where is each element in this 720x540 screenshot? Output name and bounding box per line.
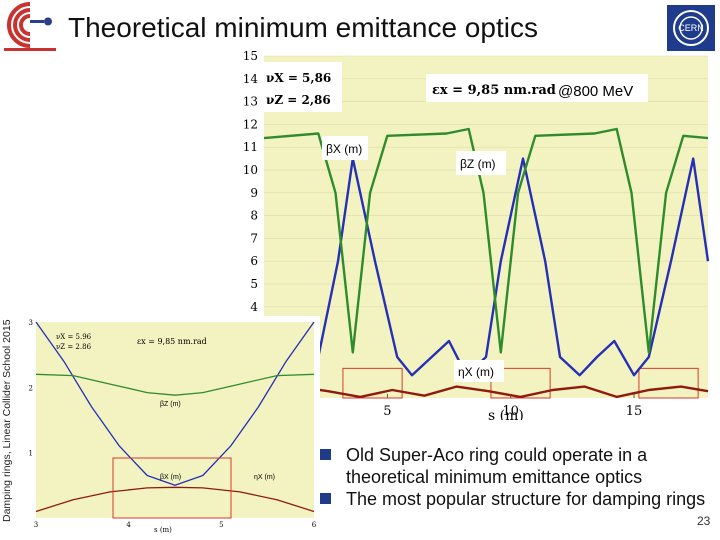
main-y-tick-label: 8 — [250, 209, 258, 223]
beta-z-label-box — [456, 151, 506, 175]
svg-text:CERN: CERN — [678, 23, 704, 33]
cern-logo-icon: CERN — [667, 5, 715, 51]
inset-x-tick-label: 5 — [219, 521, 223, 529]
inset-x-axis-label: s (m) — [154, 526, 172, 534]
inset-beta-z-label: βZ (m) — [160, 401, 181, 408]
page-number: 23 — [697, 514, 711, 528]
main-y-tick-label: 14 — [243, 72, 259, 86]
energy-label: @800 MeV — [558, 83, 633, 100]
main-x-tick-label: 15 — [626, 404, 643, 419]
main-region-marker — [342, 367, 403, 399]
main-y-tick-label: 9 — [250, 186, 258, 200]
main-x-tick-label: 5 — [383, 404, 391, 419]
side-footer-text: Damping rings, Linear Collider School 20… — [1, 319, 13, 522]
main-region-marker — [638, 367, 699, 399]
bullet-text: The most popular structure for damping r… — [346, 489, 706, 509]
emittance-box — [426, 74, 648, 102]
page-title: Theoretical minimum emittance optics — [68, 12, 538, 43]
main-y-tick-label: 11 — [243, 140, 258, 154]
inset-x-tick-label: 4 — [126, 521, 131, 529]
tune-x-label: νX = 5,86 — [266, 71, 331, 85]
main-optics-chart: 4 5 6 7 8 9 10 11 12 13 14 15 5 10 15 νX = 5,86 νZ = … — [243, 50, 710, 420]
bullet-text: Old Super-Aco ring could operate in a th… — [346, 445, 648, 487]
inset-beta-x-label: βX (m) — [160, 474, 181, 481]
main-eta-x-line — [263, 385, 709, 399]
main-y-tick-label: 4 — [250, 300, 258, 314]
inset-beta-x-line — [35, 321, 315, 486]
beta-x-label: βX (m) — [326, 142, 362, 156]
main-x-tick-label: 10 — [502, 404, 519, 419]
inset-x-tick-label: 6 — [312, 521, 317, 529]
tune-z-label: νZ = 2,86 — [266, 93, 331, 107]
main-x-axis-label: s (m) — [488, 408, 524, 420]
inset-region-marker — [112, 457, 232, 519]
bullet-square-icon — [320, 449, 331, 460]
emittance-label: εx = 9,85 nm.rad — [432, 83, 556, 98]
bullet-list: Old Super-Aco ring could operate in a th… — [320, 444, 710, 510]
main-y-tick-label: 15 — [243, 50, 258, 63]
eta-x-label-box — [454, 360, 504, 382]
inset-eta-x-label: ηX (m) — [254, 474, 275, 481]
bullet-square-icon — [320, 493, 331, 504]
inset-y-tick-label: 1 — [29, 450, 33, 458]
inset-eta-x-line — [35, 486, 315, 513]
main-y-tick-label: 12 — [243, 117, 258, 131]
inset-tune-x: νX = 5.96 — [56, 333, 92, 341]
beta-z-label: βZ (m) — [460, 157, 496, 171]
beta-x-label-box — [322, 136, 368, 160]
bullet-item: The most popular structure for damping r… — [320, 488, 710, 510]
main-y-tick-label: 7 — [250, 231, 258, 245]
main-y-tick-label: 6 — [250, 254, 258, 268]
inset-y-tick-label: 2 — [29, 384, 33, 392]
lal-logo-icon — [4, 2, 56, 51]
main-y-tick-label: 13 — [243, 95, 258, 109]
main-y-tick-label: 5 — [250, 277, 258, 291]
main-y-tick-label: 10 — [243, 163, 258, 177]
inset-tune-z: νZ = 2.86 — [56, 343, 92, 351]
inset-y-tick-label: 3 — [29, 319, 33, 327]
eta-x-label: ηX (m) — [458, 365, 494, 379]
inset-x-tick-label: 3 — [34, 521, 38, 529]
inset-plot-area — [36, 322, 314, 518]
inset-emittance: εx = 9,85 nm.rad — [137, 337, 207, 346]
bullet-item: Old Super-Aco ring could operate in a th… — [320, 444, 710, 488]
tune-box — [260, 62, 342, 112]
inset-optics-chart: 1 2 3 3 4 5 6 νX = 5.96 νZ = 2.86 εx = 9,85 n… — [22, 316, 320, 534]
inset-beta-z-line — [35, 373, 315, 396]
main-beta-x-line — [263, 157, 710, 377]
main-beta-z-line — [263, 127, 709, 354]
main-plot-area — [264, 56, 708, 398]
